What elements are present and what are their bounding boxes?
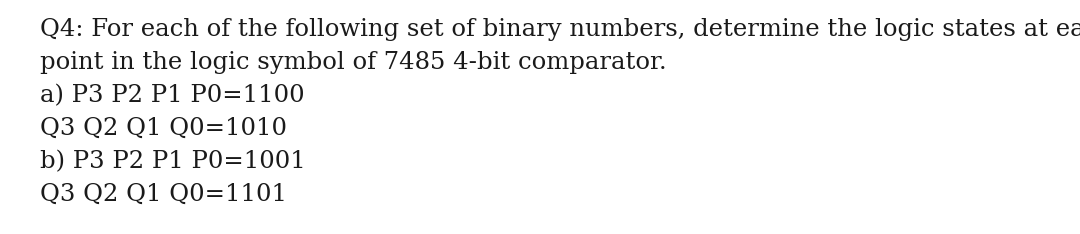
Text: Q3 Q2 Q1 Q0=1101: Q3 Q2 Q1 Q0=1101 (40, 183, 287, 206)
Text: point in the logic symbol of 7485 4-bit comparator.: point in the logic symbol of 7485 4-bit … (40, 51, 666, 74)
Text: Q4: For each of the following set of binary numbers, determine the logic states : Q4: For each of the following set of bin… (40, 18, 1080, 41)
Text: a) P3 P2 P1 P0=1100: a) P3 P2 P1 P0=1100 (40, 84, 305, 107)
Text: Q3 Q2 Q1 Q0=1010: Q3 Q2 Q1 Q0=1010 (40, 117, 287, 140)
Text: b) P3 P2 P1 P0=1001: b) P3 P2 P1 P0=1001 (40, 150, 306, 173)
